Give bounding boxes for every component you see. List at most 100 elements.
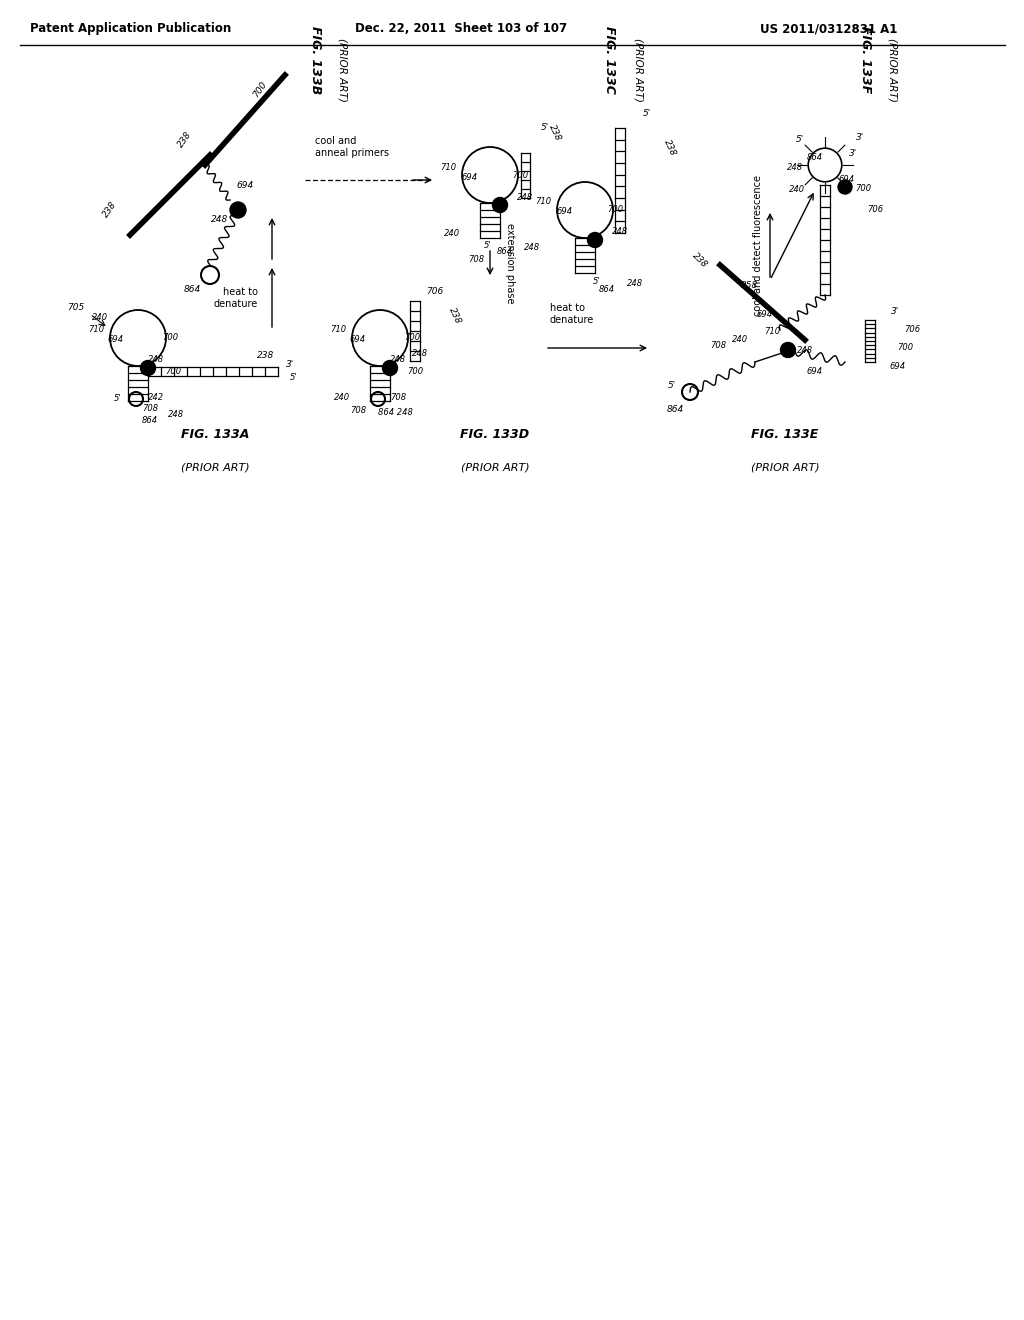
Text: 248: 248 <box>627 279 643 288</box>
Text: Patent Application Publication: Patent Application Publication <box>30 22 231 36</box>
Text: FIG. 133B: FIG. 133B <box>308 26 322 94</box>
Text: 864: 864 <box>183 285 201 294</box>
Text: 242: 242 <box>147 392 164 401</box>
Text: extension phase: extension phase <box>505 223 515 304</box>
Circle shape <box>588 232 602 248</box>
Text: 238: 238 <box>257 351 274 360</box>
Text: 694: 694 <box>350 335 366 345</box>
Text: 5': 5' <box>668 380 676 389</box>
Text: 5': 5' <box>796 136 804 144</box>
Text: 706: 706 <box>904 326 920 334</box>
Text: 710: 710 <box>88 326 104 334</box>
Text: FIG. 133F: FIG. 133F <box>858 26 871 94</box>
Text: 694: 694 <box>557 207 573 216</box>
Text: 700: 700 <box>251 81 268 99</box>
Text: 706: 706 <box>867 206 883 214</box>
Text: 248: 248 <box>147 355 164 364</box>
Text: 708: 708 <box>710 341 726 350</box>
Text: FIG. 133C: FIG. 133C <box>603 26 616 94</box>
Text: 240: 240 <box>444 230 460 239</box>
Text: 238: 238 <box>691 251 710 269</box>
Text: 694: 694 <box>839 176 855 185</box>
Text: (PRIOR ART): (PRIOR ART) <box>461 462 529 473</box>
Text: 248: 248 <box>797 346 813 355</box>
Text: FIG. 133A: FIG. 133A <box>181 428 249 441</box>
Text: 248: 248 <box>517 193 534 202</box>
Text: 240: 240 <box>732 335 749 345</box>
Text: 248: 248 <box>412 350 428 359</box>
Text: cool and detect fluorescence: cool and detect fluorescence <box>753 174 763 315</box>
Text: 700: 700 <box>162 334 178 342</box>
Text: (PRIOR ART): (PRIOR ART) <box>180 462 249 473</box>
Text: 238: 238 <box>663 139 678 157</box>
Text: 248: 248 <box>211 215 228 224</box>
Text: 700: 700 <box>407 367 423 375</box>
Text: heat to
denature: heat to denature <box>214 288 258 309</box>
Circle shape <box>838 180 852 194</box>
Text: 5': 5' <box>484 242 492 251</box>
Text: 5': 5' <box>643 108 651 117</box>
Text: 708: 708 <box>390 392 407 401</box>
Text: 3': 3' <box>849 149 857 157</box>
Text: 708: 708 <box>468 256 484 264</box>
Text: US 2011/0312831 A1: US 2011/0312831 A1 <box>760 22 897 36</box>
Text: 3': 3' <box>891 308 899 317</box>
Circle shape <box>140 360 156 375</box>
Text: 708: 708 <box>142 404 158 413</box>
Text: (PRIOR ART): (PRIOR ART) <box>337 38 347 102</box>
Text: heat to
denature: heat to denature <box>550 304 594 325</box>
Text: 694: 694 <box>237 181 254 190</box>
Text: 258: 258 <box>741 281 759 289</box>
Text: 710: 710 <box>330 326 346 334</box>
Text: 864: 864 <box>807 153 823 161</box>
Text: 864: 864 <box>142 417 158 425</box>
Circle shape <box>230 202 246 218</box>
Text: 248: 248 <box>168 411 184 420</box>
Text: 700: 700 <box>512 170 528 180</box>
Text: 240: 240 <box>334 392 350 401</box>
Text: 708: 708 <box>350 407 366 416</box>
Circle shape <box>493 198 508 213</box>
Text: 694: 694 <box>807 367 823 376</box>
Text: 3': 3' <box>856 132 864 141</box>
Text: 710: 710 <box>535 198 551 206</box>
Text: 694: 694 <box>890 362 906 371</box>
Text: 700: 700 <box>855 185 871 194</box>
Text: 238: 238 <box>176 131 194 149</box>
Text: 864 248: 864 248 <box>378 408 413 417</box>
Text: 240: 240 <box>92 314 109 322</box>
Text: 705: 705 <box>68 304 85 313</box>
Text: 864: 864 <box>497 248 513 256</box>
Text: Dec. 22, 2011  Sheet 103 of 107: Dec. 22, 2011 Sheet 103 of 107 <box>355 22 567 36</box>
Text: (PRIOR ART): (PRIOR ART) <box>633 38 643 102</box>
Text: 700: 700 <box>403 334 420 342</box>
Text: 700: 700 <box>897 343 913 352</box>
Text: 864: 864 <box>667 405 684 414</box>
Circle shape <box>780 342 796 358</box>
Text: 710: 710 <box>764 327 780 337</box>
Text: 5': 5' <box>290 372 298 381</box>
Text: 248: 248 <box>786 162 803 172</box>
Text: 700: 700 <box>607 206 623 214</box>
Text: 5': 5' <box>541 124 549 132</box>
Text: 238: 238 <box>447 306 463 326</box>
Text: 864: 864 <box>599 285 615 293</box>
Circle shape <box>383 360 397 375</box>
Text: 238: 238 <box>547 123 563 143</box>
Text: 5': 5' <box>115 395 122 404</box>
Text: 706: 706 <box>426 286 443 296</box>
Text: 710: 710 <box>440 162 456 172</box>
Text: 694: 694 <box>757 310 773 319</box>
Text: (PRIOR ART): (PRIOR ART) <box>751 462 819 473</box>
Text: 694: 694 <box>462 173 478 181</box>
Text: cool and
anneal primers: cool and anneal primers <box>315 136 389 158</box>
Text: 700: 700 <box>165 367 181 375</box>
Text: 240: 240 <box>788 186 805 194</box>
Text: 248: 248 <box>390 355 407 364</box>
Text: 238: 238 <box>101 201 119 219</box>
Text: (PRIOR ART): (PRIOR ART) <box>888 38 898 102</box>
Text: 3': 3' <box>286 360 294 370</box>
Text: 5': 5' <box>593 276 601 285</box>
Text: 248: 248 <box>524 243 540 252</box>
Text: 694: 694 <box>108 335 124 345</box>
